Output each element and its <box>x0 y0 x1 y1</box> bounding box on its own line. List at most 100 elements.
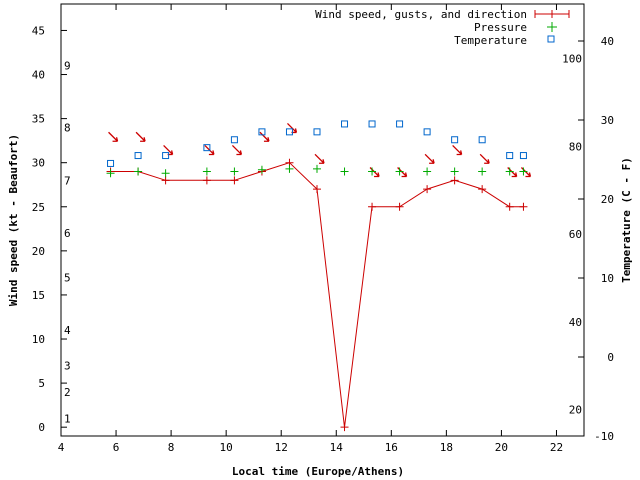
temperature-point <box>341 120 349 128</box>
pressure-point <box>285 164 294 173</box>
wind-point <box>368 202 377 211</box>
y-tick-label: 5 <box>38 377 45 390</box>
pressure-point <box>202 167 211 176</box>
temp-c-label: -10 <box>594 430 614 443</box>
temp-f-label: 80 <box>569 140 582 153</box>
x-tick-label: 14 <box>330 441 344 454</box>
y2-axis-label: Temperature (C - F) <box>620 157 633 283</box>
beaufort-label: 1 <box>64 412 71 425</box>
x-axis-label: Local time (Europe/Athens) <box>232 465 404 478</box>
x-tick-label: 4 <box>58 441 65 454</box>
temperature-point <box>107 159 115 167</box>
x-tick-label: 6 <box>113 441 120 454</box>
pressure-point <box>161 169 170 178</box>
wind-speed-line <box>110 162 524 428</box>
mark-layer <box>106 120 532 432</box>
beaufort-label: 7 <box>64 174 71 187</box>
temperature-point <box>230 136 238 144</box>
temperature-point <box>423 128 431 136</box>
temperature-point <box>478 136 486 144</box>
wind-point <box>450 176 459 185</box>
legend-label-temperature: Temperature <box>454 34 527 47</box>
x-tick-label: 20 <box>495 441 508 454</box>
temperature-point <box>162 152 170 160</box>
pressure-point <box>106 169 115 178</box>
wind-direction-arrow <box>231 145 243 156</box>
x-tick-label: 12 <box>275 441 288 454</box>
wind-point <box>202 176 211 185</box>
pressure-point <box>230 167 239 176</box>
temperature-point <box>396 120 404 128</box>
beaufort-label: 3 <box>64 359 71 372</box>
y-tick-label: 20 <box>32 245 45 258</box>
y-tick-label: 10 <box>32 333 45 346</box>
x-tick-label: 8 <box>168 441 175 454</box>
wind-point <box>161 176 170 185</box>
wind-point <box>478 185 487 194</box>
beaufort-label: 5 <box>64 271 71 284</box>
temperature-point <box>506 152 514 160</box>
x-tick-label: 16 <box>385 441 398 454</box>
plot-frame <box>60 3 585 437</box>
temp-f-label: 100 <box>562 53 582 66</box>
pressure-point <box>134 167 143 176</box>
x-tick-label: 22 <box>550 441 563 454</box>
y-tick-label: 15 <box>32 289 45 302</box>
temp-f-label: 60 <box>569 228 582 241</box>
legend-label-pressure: Pressure <box>474 21 527 34</box>
wind-direction-arrow <box>314 153 325 164</box>
wind-point <box>340 423 349 432</box>
y-tick-label: 45 <box>32 24 45 37</box>
beaufort-label: 8 <box>64 121 71 134</box>
temperature-point <box>285 128 293 136</box>
beaufort-label: 2 <box>64 386 71 399</box>
temp-c-label: 40 <box>601 35 614 48</box>
temperature-point <box>368 120 376 128</box>
pressure-point <box>423 167 432 176</box>
pressure-point <box>312 164 321 173</box>
temperature-point <box>451 136 459 144</box>
temperature-point <box>519 152 527 160</box>
pressure-point <box>257 165 266 174</box>
legend-swatch-pressure <box>547 22 557 32</box>
beaufort-label: 4 <box>64 324 71 337</box>
temp-c-label: 20 <box>601 193 614 206</box>
pressure-point <box>450 167 459 176</box>
pressure-point <box>505 167 514 176</box>
pressure-point <box>340 167 349 176</box>
temperature-point <box>313 128 321 136</box>
legend-label-wind: Wind speed, gusts, and direction <box>315 8 527 21</box>
wind-point <box>505 202 514 211</box>
beaufort-label: 6 <box>64 227 71 240</box>
wind-point <box>312 185 321 194</box>
pressure-point <box>395 167 404 176</box>
wind-direction-arrow <box>108 131 119 142</box>
x-tick-label: 18 <box>440 441 453 454</box>
wind-direction-arrow <box>259 131 270 142</box>
temp-c-label: 30 <box>601 114 614 127</box>
y-tick-label: 35 <box>32 113 45 126</box>
pressure-point <box>368 167 377 176</box>
temp-c-label: 0 <box>607 351 614 364</box>
x-tick-label: 10 <box>220 441 233 454</box>
pressure-point <box>519 167 528 176</box>
wind-point <box>395 202 404 211</box>
temperature-point <box>258 128 266 136</box>
wind-direction-arrow <box>452 145 463 156</box>
wind-point <box>423 185 432 194</box>
wind-direction-arrow <box>479 153 490 164</box>
wind-direction-arrow <box>135 131 146 142</box>
tick-layer: 4 6 8 10 12 14 16 18 20 2205101520253035404512345… <box>32 4 614 454</box>
legend-swatch-temperature <box>547 35 555 43</box>
wind-direction-arrow <box>424 153 435 164</box>
beaufort-label: 9 <box>64 60 71 73</box>
pressure-point <box>478 167 487 176</box>
y-tick-label: 40 <box>32 69 45 82</box>
wind-point <box>230 176 239 185</box>
y-tick-label: 0 <box>38 421 45 434</box>
y-tick-label: 30 <box>32 157 45 170</box>
y-tick-label: 25 <box>32 201 45 214</box>
temp-f-label: 40 <box>569 316 582 329</box>
legend: Wind speed, gusts, and direction Pressur… <box>315 8 570 47</box>
